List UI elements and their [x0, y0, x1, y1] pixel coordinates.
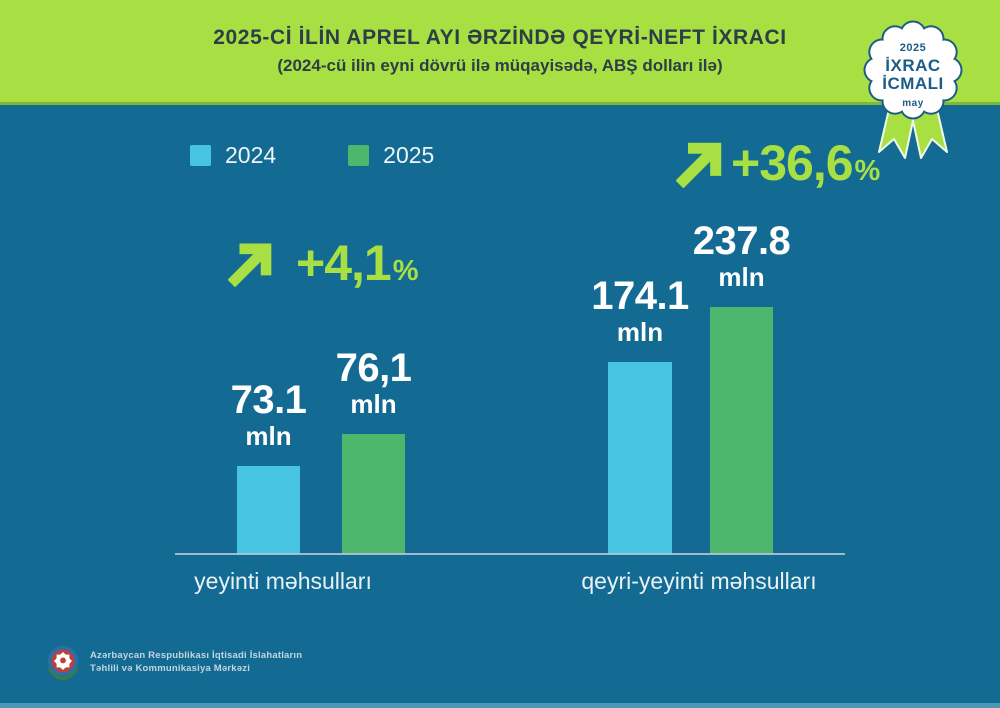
- bar-food-2024: 73.1 mln: [231, 379, 307, 554]
- change-indicator-food: +4,1 %: [228, 238, 419, 288]
- bar-rect: [342, 434, 405, 554]
- legend-item-2025: 2025: [348, 142, 435, 168]
- bar-value-label: 76,1 mln: [335, 346, 412, 419]
- page-title: 2025-Cİ İLİN APREL AYI ƏRZİNDƏ QEYRİ-NEF…: [213, 26, 787, 49]
- change-indicator-nonfood: +36,6 %: [676, 138, 880, 188]
- page-subtitle: (2024-cü ilin eyni dövrü ilə müqayisədə,…: [277, 56, 723, 75]
- percent-sign: %: [392, 255, 419, 287]
- bar-value-label: 73.1 mln: [230, 378, 307, 451]
- badge-line2: İCMALI: [882, 74, 944, 93]
- bottom-accent-strip: [0, 703, 1000, 708]
- bar-rect: [710, 307, 773, 554]
- category-label-nonfood: qeyri-yeyinti məhsulları: [581, 568, 817, 594]
- bar-nonfood-2024: 174.1 mln: [591, 275, 689, 554]
- organization-name: Azərbaycan Respublikası İqtisadi İslahat…: [90, 649, 303, 675]
- badge-month: may: [902, 98, 924, 109]
- axis-baseline: [175, 553, 845, 555]
- bar-nonfood-2025: 237.8 mln: [693, 220, 791, 554]
- category-label-food: yeyinti məhsulları: [194, 568, 372, 594]
- azerbaijan-emblem-icon: [47, 646, 79, 681]
- legend-label-2025: 2025: [383, 142, 435, 168]
- badge-seal-icon: 2025 İXRAC İCMALI may: [863, 20, 963, 159]
- bar-value-label: 237.8 mln: [692, 219, 791, 292]
- bar-rect: [237, 466, 300, 554]
- bar-rect: [608, 362, 672, 554]
- seal-fill: [865, 22, 961, 118]
- change-value-food: +4,1 %: [296, 238, 419, 288]
- footer: Azərbaycan Respublikası İqtisadi İslahat…: [44, 643, 302, 681]
- legend-label-2024: 2024: [225, 142, 277, 168]
- badge-line1: İXRAC: [885, 56, 940, 75]
- percent-sign: %: [854, 155, 881, 187]
- legend-swatch-2025: [348, 145, 370, 166]
- header-band: 2025-Cİ İLİN APREL AYI ƏRZİNDƏ QEYRİ-NEF…: [0, 0, 1000, 105]
- legend-swatch-2024: [190, 145, 211, 166]
- badge-year: 2025: [900, 42, 926, 54]
- up-right-arrow-icon: [228, 243, 272, 287]
- legend-item-2024: 2024: [190, 142, 277, 168]
- change-number: +4,1: [296, 235, 392, 291]
- up-right-arrow-icon: [676, 142, 722, 188]
- change-number: +36,6: [731, 135, 854, 191]
- award-badge: 2025 İXRAC İCMALI may: [851, 6, 975, 170]
- legend: 2024 2025: [190, 142, 435, 168]
- change-value-nonfood: +36,6 %: [731, 138, 880, 188]
- bar-value-label: 174.1 mln: [591, 274, 689, 347]
- bar-food-2025: 76,1 mln: [336, 347, 412, 554]
